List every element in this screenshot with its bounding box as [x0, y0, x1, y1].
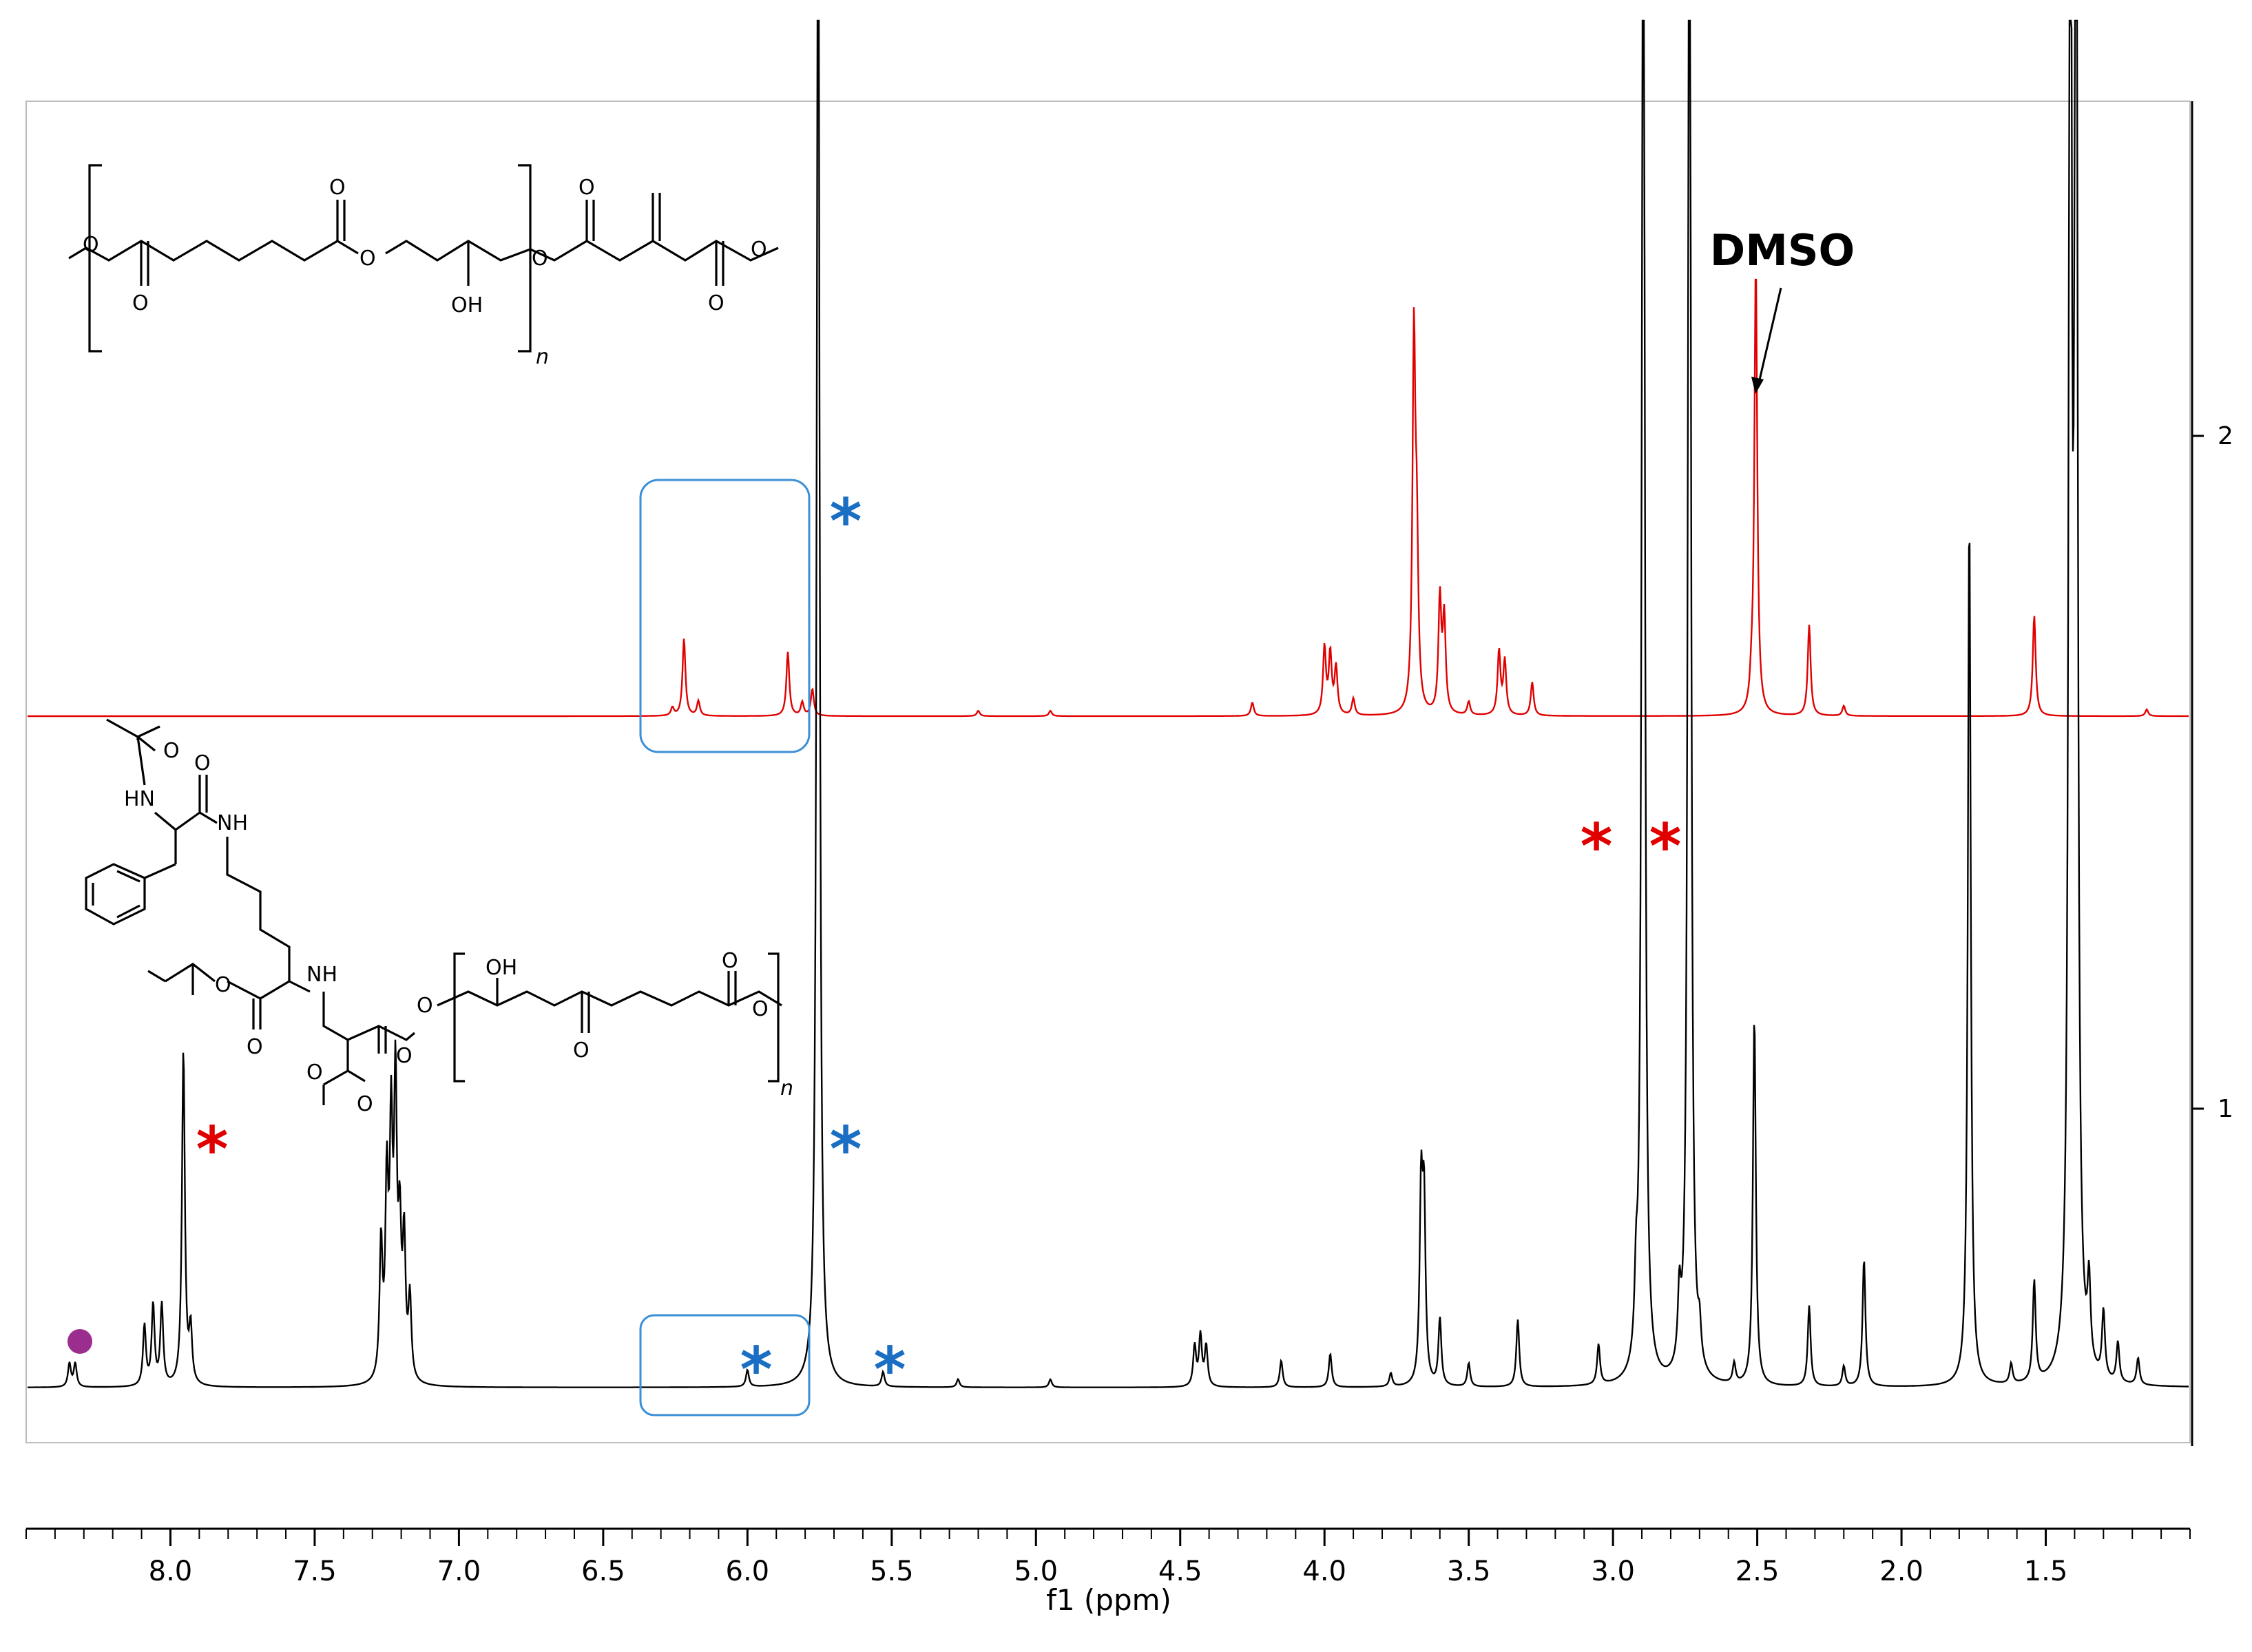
svg-text:O: O	[247, 1035, 263, 1059]
svg-text:O: O	[163, 739, 180, 763]
x-axis-ticks: 8.0 7.5 7.0 6.5 6.0 5.5 5.0 4.5 4.0 3.5 3.0 2.5 2.0 1…	[25, 1529, 2191, 1587]
x-axis-tick-label: 1.5	[2024, 1556, 2068, 1587]
red-star-marker: *	[1580, 811, 1612, 883]
x-axis-tick-label: 2.5	[1735, 1556, 1780, 1587]
x-axis-tick-label: 4.5	[1158, 1556, 1202, 1587]
svg-text:OH: OH	[486, 956, 517, 980]
dmso-label: DMSO	[1710, 225, 1855, 275]
x-axis-tick-label: 6.0	[726, 1556, 770, 1587]
svg-text:O: O	[329, 176, 346, 200]
svg-text:OH: OH	[451, 293, 483, 317]
dmso-arrowhead	[1751, 377, 1764, 394]
right-axis-tick-label: 1	[2218, 1095, 2233, 1123]
blue-star-marker: *	[829, 1113, 862, 1186]
x-axis-tick-label: 8.0	[149, 1556, 193, 1587]
plot-frame	[25, 101, 2191, 1443]
red-star-marker: *	[1649, 811, 1681, 883]
svg-text:NH: NH	[217, 811, 248, 835]
x-axis-tick-label: 3.5	[1447, 1556, 1491, 1587]
purple-dot-marker	[67, 1329, 92, 1354]
svg-text:O: O	[708, 291, 724, 315]
red-star-marker: *	[196, 1113, 228, 1186]
highlight-box-vinyl-top	[639, 479, 811, 753]
svg-text:O: O	[83, 233, 99, 257]
spectrum-1-line	[28, 19, 2189, 1388]
x-axis-tick-label: 5.5	[870, 1556, 914, 1587]
spectrum-2-line	[28, 278, 2189, 718]
highlight-box-vinyl-bottom	[639, 1314, 811, 1416]
polymer-structure: O O O O OH O O O O n	[68, 164, 779, 369]
svg-text:O: O	[751, 238, 767, 262]
conjugate-structure: O HN O NH NH O O O	[85, 718, 793, 1116]
svg-text:n: n	[780, 1076, 793, 1100]
svg-text:O: O	[578, 176, 595, 200]
x-axis-tick-label: 7.0	[437, 1556, 481, 1587]
svg-text:O: O	[359, 247, 376, 271]
svg-text:O: O	[194, 751, 211, 775]
x-axis-tick-label: 3.0	[1591, 1556, 1635, 1587]
svg-text:O: O	[752, 997, 769, 1021]
x-axis-tick-label: 4.0	[1302, 1556, 1346, 1587]
blue-star-marker: *	[873, 1334, 906, 1406]
svg-text:O: O	[357, 1092, 373, 1116]
svg-text:O: O	[306, 1060, 323, 1085]
svg-text:HN: HN	[124, 787, 155, 811]
right-axis-tick-label: 2	[2218, 422, 2233, 450]
blue-star-marker: *	[740, 1334, 772, 1406]
x-axis-label: f1 (ppm)	[1046, 1583, 1171, 1617]
svg-text:O: O	[573, 1038, 590, 1063]
svg-text:O: O	[132, 291, 149, 315]
svg-text:O: O	[396, 1044, 413, 1068]
svg-text:O: O	[532, 247, 548, 271]
blue-star-marker: *	[829, 485, 862, 558]
svg-text:O: O	[215, 973, 231, 997]
x-axis-tick-label: 7.5	[293, 1556, 337, 1587]
svg-text:O: O	[722, 949, 738, 973]
svg-text:O: O	[417, 994, 433, 1018]
x-axis-tick-label: 6.5	[581, 1556, 625, 1587]
dmso-arrow	[1757, 287, 1782, 386]
svg-text:NH: NH	[306, 963, 337, 987]
x-axis-tick-label: 2.0	[1879, 1556, 1923, 1587]
svg-text:n: n	[536, 345, 549, 369]
x-axis-tick-label: 5.0	[1014, 1556, 1058, 1587]
